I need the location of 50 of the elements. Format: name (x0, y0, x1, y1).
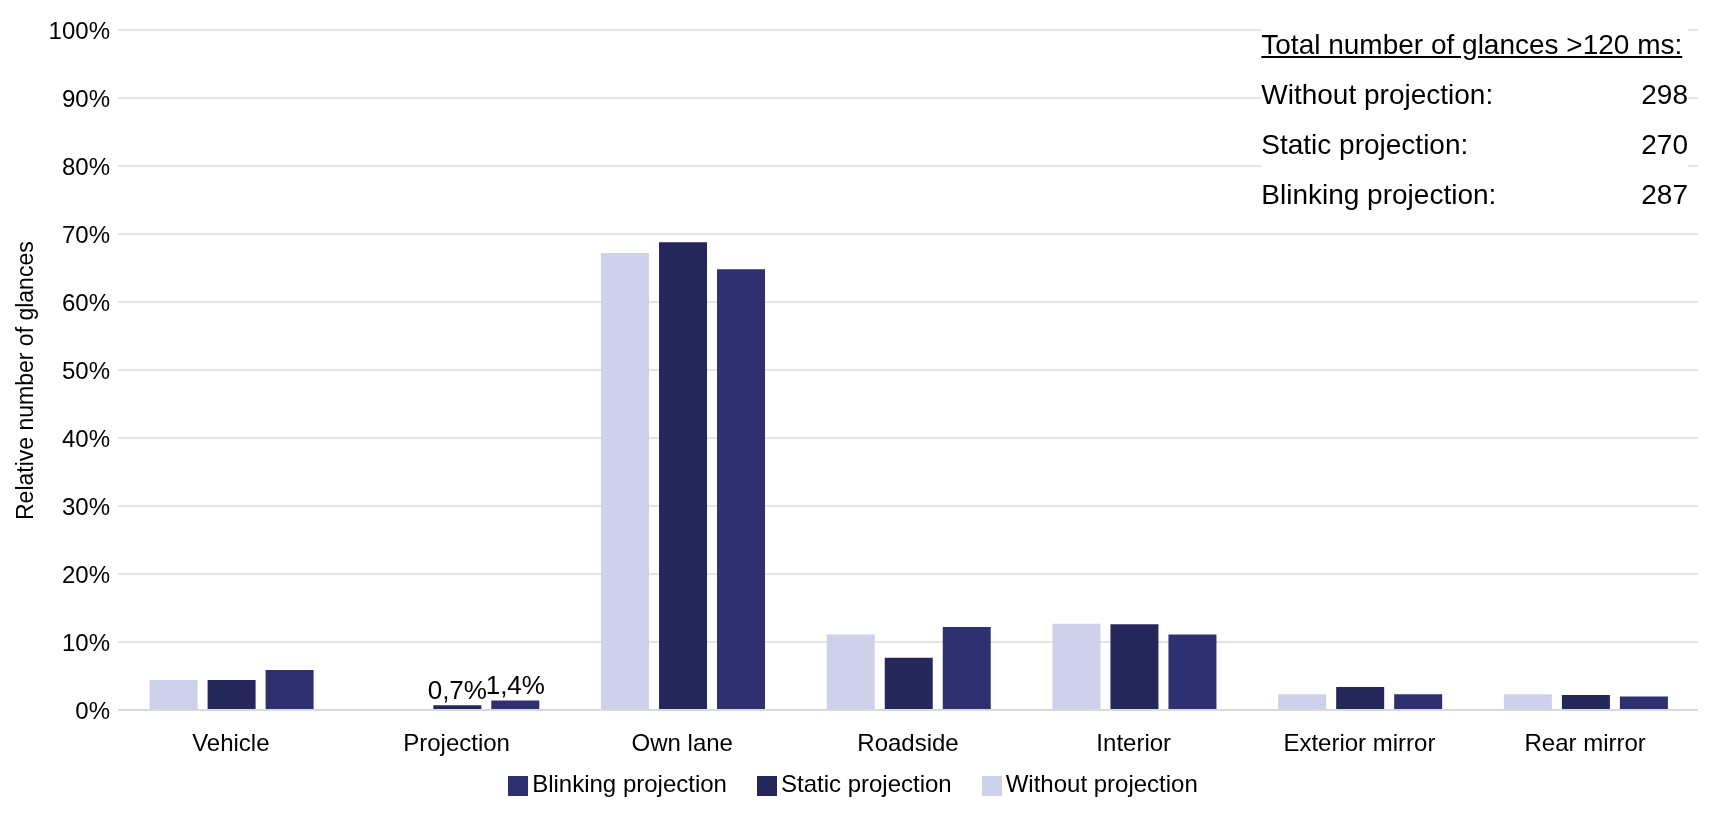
annotation: Blinking projection: (1261, 178, 1498, 212)
annotation: Total number of glances >120 ms: (1261, 28, 1684, 62)
annotation: Without projection: (1261, 78, 1495, 112)
bar (1394, 694, 1443, 710)
bar (942, 627, 991, 710)
y-tick-label: 70% (61, 220, 110, 248)
x-tick-label: Own lane (631, 729, 733, 757)
bar (659, 242, 708, 710)
y-tick-label: 80% (61, 152, 110, 180)
bar (1052, 623, 1101, 710)
x-tick-label: Roadside (857, 729, 959, 757)
bar (717, 269, 766, 710)
data-label: 1,4% (485, 670, 545, 701)
x-tick-label: Projection (403, 729, 510, 757)
bar (1110, 624, 1159, 710)
bar (1619, 696, 1668, 710)
y-axis-title: Relative number of glances (12, 241, 39, 520)
x-tick-label: Rear mirror (1524, 729, 1646, 757)
bar (1278, 694, 1327, 710)
legend-label: Without projection (1005, 770, 1198, 797)
y-tick-label: 50% (61, 356, 110, 384)
x-tick-label: Vehicle (192, 729, 270, 757)
bar (884, 657, 933, 710)
bar (1168, 634, 1217, 710)
bar (1503, 694, 1552, 710)
y-tick-label: 90% (61, 84, 110, 112)
y-tick-label: 100% (48, 16, 110, 44)
annotation: 287 (1641, 178, 1688, 212)
annotation: Static projection: (1261, 128, 1470, 162)
y-tick-label: 30% (61, 492, 110, 520)
y-tick-label: 0% (75, 696, 110, 724)
annotation: 270 (1641, 128, 1688, 162)
data-label: 0,7% (427, 675, 487, 706)
bar (207, 680, 256, 710)
legend-label: Blinking projection (532, 770, 727, 797)
annotation: 298 (1641, 78, 1688, 112)
y-tick-label: 60% (61, 288, 110, 316)
bar (491, 700, 540, 710)
bar (826, 634, 875, 710)
x-tick-label: Interior (1096, 729, 1172, 757)
bar (601, 253, 650, 710)
x-tick-label: Exterior mirror (1283, 729, 1436, 757)
bar (1336, 686, 1385, 710)
y-tick-label: 20% (61, 560, 110, 588)
legend-label: Static projection (780, 770, 952, 797)
bar (1561, 695, 1610, 710)
y-tick-label: 10% (61, 628, 110, 656)
bar (149, 680, 198, 710)
y-tick-label: 40% (61, 424, 110, 452)
bar (265, 669, 314, 710)
